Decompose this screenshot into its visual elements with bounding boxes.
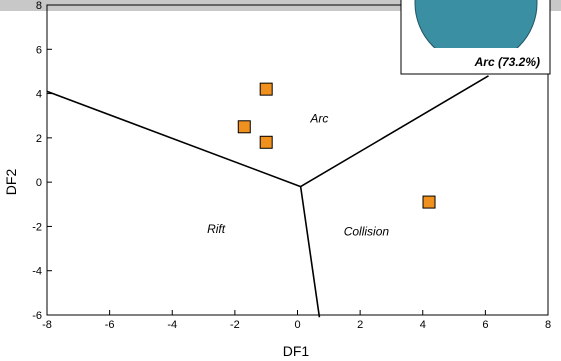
y-axis-label: DF2 xyxy=(3,169,19,196)
data-points xyxy=(237,82,436,209)
y-tick-label: 4 xyxy=(36,89,42,101)
boundary-line xyxy=(299,186,321,318)
x-axis-label: DF1 xyxy=(283,343,310,359)
y-tick-label: 8 xyxy=(36,0,42,12)
data-point xyxy=(422,195,436,209)
y-tick-label: 6 xyxy=(36,44,42,56)
data-point xyxy=(237,120,251,134)
boundary-line xyxy=(46,90,301,188)
inset-pie-label: Arc (73.2%) xyxy=(474,55,540,69)
y-tick-label: -6 xyxy=(32,310,42,322)
field-label-rift: Rift xyxy=(207,222,226,236)
field-label-arc: Arc xyxy=(309,111,328,125)
x-tick-label: 4 xyxy=(420,319,426,331)
x-tick-label: -2 xyxy=(230,319,240,331)
inset-bottom-cover xyxy=(402,48,549,73)
x-tick-label: 6 xyxy=(482,319,488,331)
field-boundaries xyxy=(46,75,489,318)
x-tick-label: -6 xyxy=(105,319,115,331)
x-tick-label: 0 xyxy=(294,319,300,331)
y-tick-label: -2 xyxy=(32,221,42,233)
data-point xyxy=(259,135,273,149)
data-point xyxy=(259,82,273,96)
y-tick-label: 2 xyxy=(36,133,42,145)
inset-pie: Arc (73.2%) xyxy=(400,0,551,75)
y-tick-label: 0 xyxy=(36,177,42,189)
x-tick-label: -8 xyxy=(42,319,52,331)
x-tick-label: 8 xyxy=(545,319,551,331)
field-labels: Arc Rift Collision xyxy=(207,111,389,238)
field-label-collision: Collision xyxy=(344,224,390,238)
boundary-line xyxy=(300,75,489,188)
x-tick-label: -4 xyxy=(167,319,177,331)
x-tick-label: 2 xyxy=(357,319,363,331)
y-tick-label: -4 xyxy=(32,266,42,278)
